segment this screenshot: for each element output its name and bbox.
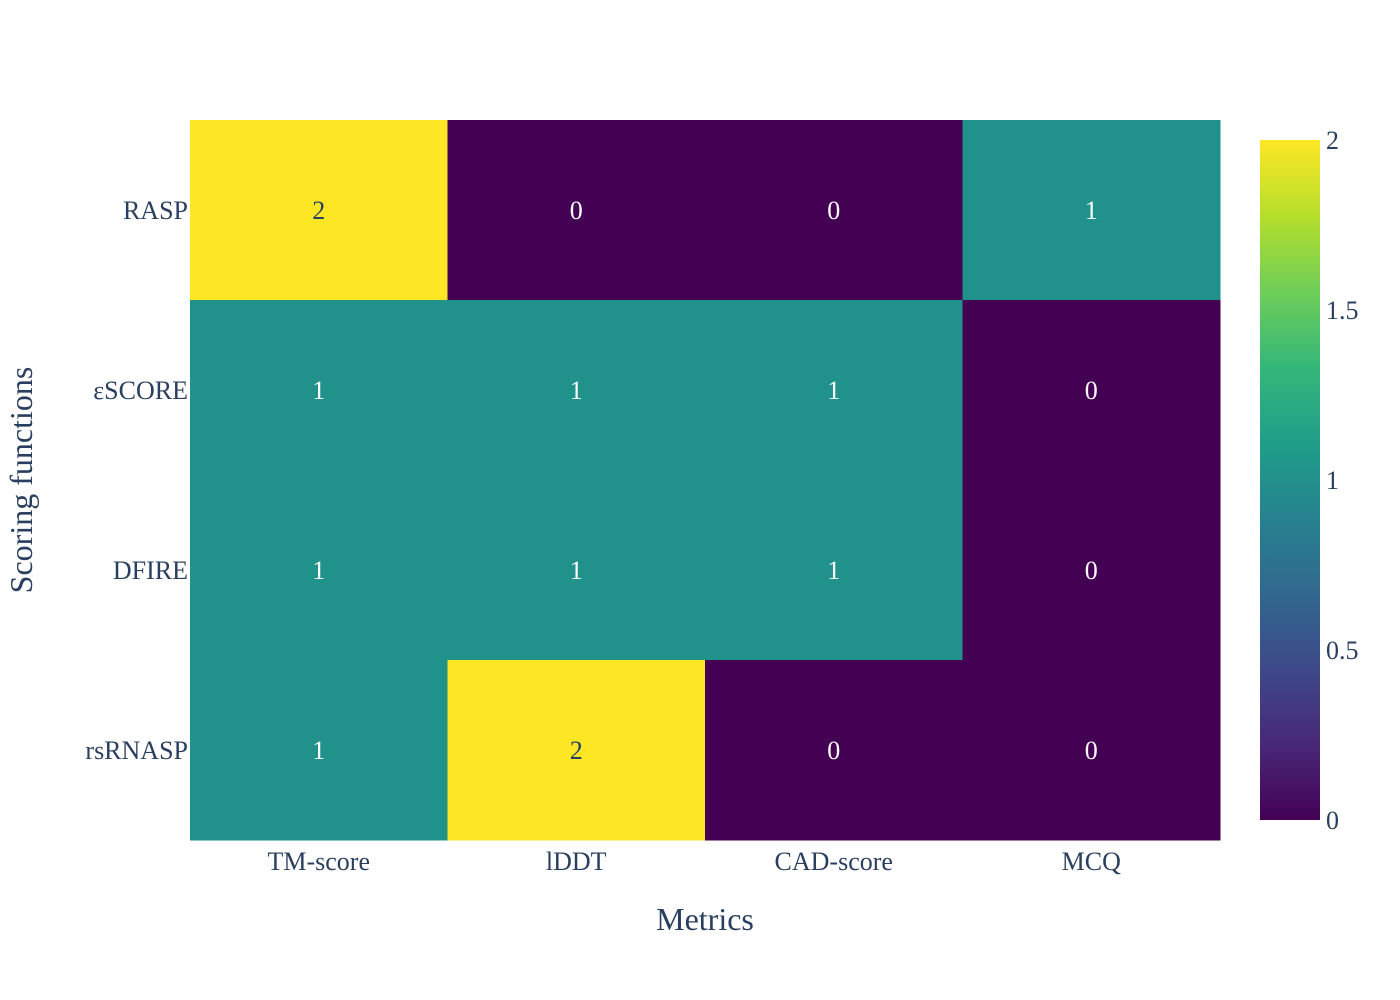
heatmap-cell: [962, 300, 1221, 481]
heatmap-cell-labels: 2 0 0 1 1 1 1 0 1 1 1 0 1 2 0 0: [312, 196, 1098, 765]
heatmap-cell: [705, 480, 963, 661]
y-tick-label: DFIRE: [113, 556, 188, 585]
x-axis-ticks: TM-score lDDT CAD-score MCQ: [267, 847, 1121, 876]
x-tick-label: TM-score: [267, 847, 370, 876]
y-tick-label: rsRNASP: [85, 736, 188, 765]
colorbar-tick-label: 1.5: [1326, 296, 1359, 325]
heatmap-cell: [962, 480, 1221, 661]
heatmap-cell-value: 1: [1085, 196, 1098, 225]
heatmap-cell: [705, 300, 963, 481]
colorbar: 0 0.5 1 1.5 2: [1260, 126, 1359, 835]
heatmap-cell: [705, 660, 963, 841]
heatmap-cell-value: 0: [1085, 736, 1098, 765]
heatmap-cell-value: 0: [1085, 556, 1098, 585]
heatmap-cell-value: 0: [570, 196, 583, 225]
colorbar-tick-label: 1: [1326, 466, 1339, 495]
heatmap-cell: [447, 480, 706, 661]
heatmap-cell-value: 0: [1085, 376, 1098, 405]
heatmap-cell-value: 1: [312, 736, 325, 765]
heatmap-cell: [705, 120, 963, 301]
heatmap-cell-value: 1: [312, 556, 325, 585]
heatmap-cell-value: 1: [827, 556, 840, 585]
heatmap-cell: [190, 480, 448, 661]
x-tick-label: MCQ: [1062, 847, 1121, 876]
heatmap-cell: [190, 300, 448, 481]
heatmap-cell-value: 0: [827, 736, 840, 765]
x-tick-label: lDDT: [546, 847, 607, 876]
heatmap-cell-value: 1: [312, 376, 325, 405]
y-tick-label: RASP: [123, 196, 188, 225]
colorbar-gradient: [1260, 140, 1320, 820]
heatmap-cell: [447, 660, 706, 841]
y-tick-label: εSCORE: [93, 376, 188, 405]
colorbar-tick-label: 0: [1326, 806, 1339, 835]
x-tick-label: CAD-score: [775, 847, 893, 876]
heatmap-cell-value: 2: [570, 736, 583, 765]
heatmap-cell: [447, 120, 706, 301]
x-axis-title: Metrics: [656, 901, 754, 937]
heatmap-cell: [962, 120, 1221, 301]
colorbar-tick-label: 2: [1326, 126, 1339, 155]
colorbar-ticks: 0 0.5 1 1.5 2: [1326, 126, 1359, 835]
heatmap-cell: [962, 660, 1221, 841]
heatmap-cell: [447, 300, 706, 481]
heatmap-cell-value: 1: [570, 376, 583, 405]
colorbar-tick-label: 0.5: [1326, 636, 1359, 665]
heatmap-cell-value: 1: [570, 556, 583, 585]
y-axis-title: Scoring functions: [3, 367, 39, 594]
heatmap-cell: [190, 120, 448, 301]
heatmap-cell: [190, 660, 448, 841]
heatmap-cell-value: 0: [827, 196, 840, 225]
heatmap-cell-value: 1: [827, 376, 840, 405]
heatmap-cell-value: 2: [312, 196, 325, 225]
y-axis-ticks: RASP εSCORE DFIRE rsRNASP: [85, 196, 188, 765]
heatmap-cells: [190, 120, 1221, 841]
